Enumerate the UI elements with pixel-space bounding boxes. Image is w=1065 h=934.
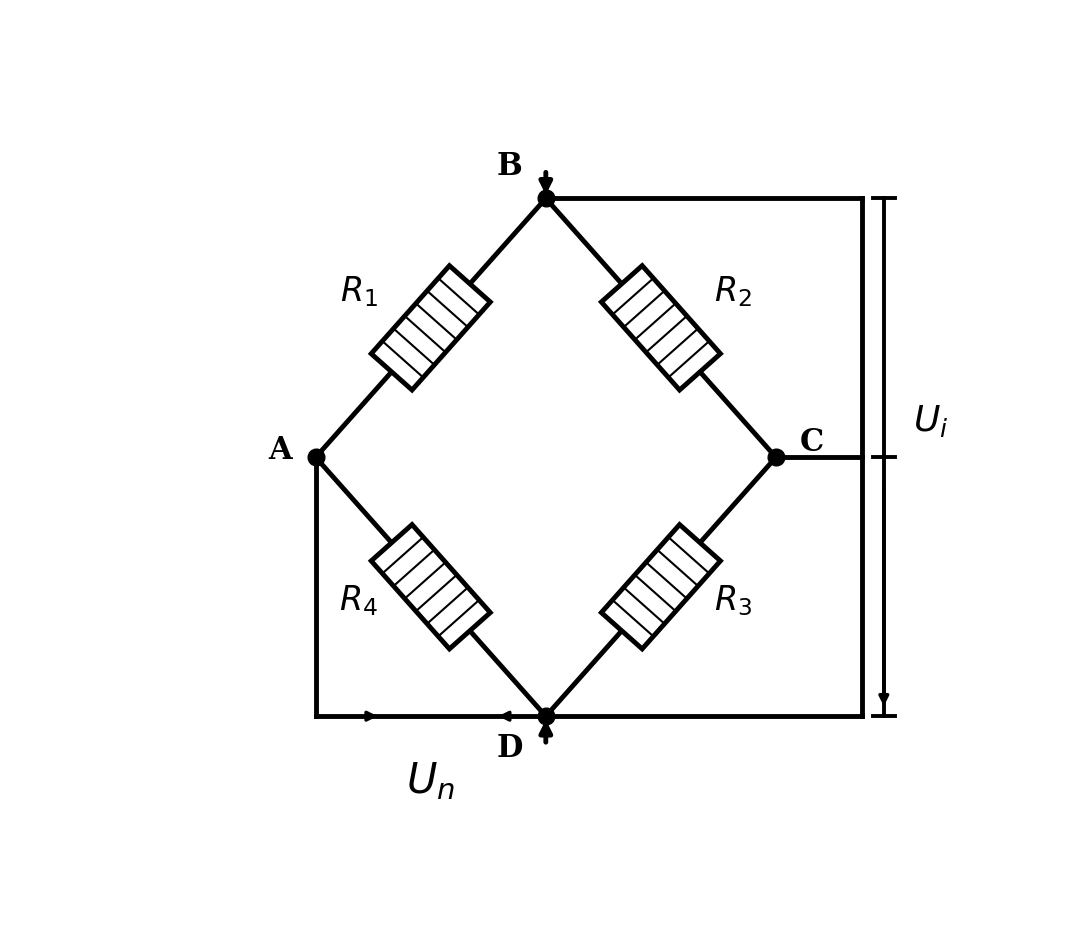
Polygon shape bbox=[602, 525, 720, 649]
Polygon shape bbox=[372, 265, 490, 390]
Text: $R_1$: $R_1$ bbox=[340, 275, 378, 309]
Text: $U_i$: $U_i$ bbox=[913, 403, 948, 439]
Text: $R_3$: $R_3$ bbox=[714, 584, 752, 618]
Polygon shape bbox=[602, 265, 720, 390]
Text: $U_n$: $U_n$ bbox=[406, 760, 455, 802]
Text: $R_2$: $R_2$ bbox=[714, 275, 752, 309]
Text: C: C bbox=[800, 428, 824, 459]
Text: A: A bbox=[268, 434, 292, 465]
Text: B: B bbox=[497, 150, 523, 181]
Text: D: D bbox=[496, 733, 523, 764]
Polygon shape bbox=[372, 525, 490, 649]
Text: $R_4$: $R_4$ bbox=[340, 584, 378, 618]
